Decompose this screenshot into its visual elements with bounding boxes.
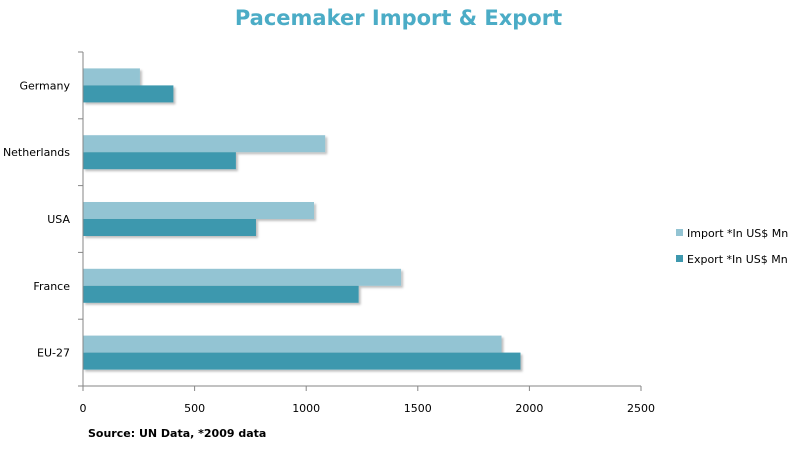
export-bar-usa [83,219,256,236]
x-tick-label: 2000 [515,402,543,415]
category-label: Germany [19,79,70,92]
export-bar-eu-27 [83,352,521,370]
chart-title: Pacemaker Import & Export [234,6,563,30]
x-tick-label: 1500 [404,402,432,415]
import-bar-netherlands [83,135,326,153]
x-tick-label: 500 [184,402,205,415]
x-tick-label: 1000 [292,402,320,415]
import-bar-france [83,268,402,286]
x-tick-label: 2500 [627,402,655,415]
export-bar-netherlands [83,152,236,170]
category-label: USA [47,213,70,226]
category-label: France [33,280,70,293]
axes-group: Germany Netherlands USA France EU-27 0 500 1000… [3,51,655,415]
legend: Import *In US$ Mn Export *In US$ Mn [676,227,788,266]
bars-group [83,68,521,370]
source-note: Source: UN Data, *2009 data [88,427,267,440]
import-bar-usa [83,202,315,219]
legend-label: Import *In US$ Mn [687,227,788,240]
import-bar-eu-27 [83,335,502,353]
export-bar-france [83,285,359,303]
legend-label: Export *In US$ Mn [687,253,788,266]
import-bar-germany [83,68,140,86]
export-bar-germany [83,85,174,103]
x-tick-label: 0 [80,402,87,415]
legend-swatch [676,255,683,262]
category-label: Netherlands [3,146,70,159]
legend-swatch [676,229,683,236]
category-label: EU-27 [37,347,70,360]
